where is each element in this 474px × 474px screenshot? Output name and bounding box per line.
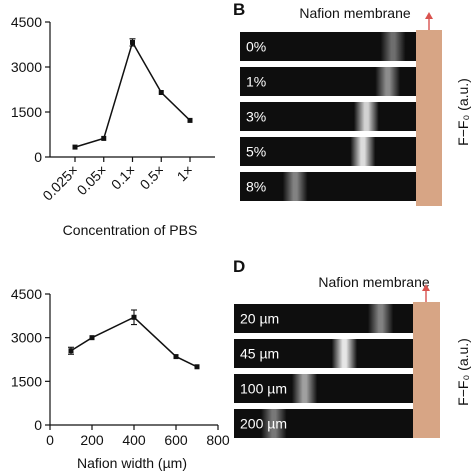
chart-nafion-width: 0 1500 3000 4500 0 200 400 600 800 Nafion width… bbox=[11, 286, 230, 471]
x-tick-label: 200 bbox=[80, 432, 104, 448]
strip-label: 0% bbox=[246, 39, 266, 55]
series-line bbox=[74, 40, 191, 148]
y-tick-label: 3000 bbox=[11, 59, 42, 75]
panel-letter-d: D bbox=[233, 257, 245, 276]
strip-label: 200 µm bbox=[240, 416, 287, 432]
strip-label: 100 µm bbox=[240, 381, 287, 397]
nafion-membrane bbox=[413, 302, 440, 438]
panel-b-fluorescence-strips: B Nafion membrane 0% 1% 3% 5% 8% F−F₀ (a.u.) bbox=[233, 0, 471, 206]
data-point bbox=[89, 335, 95, 341]
x-tick-label: 0.1× bbox=[108, 162, 139, 193]
data-point bbox=[158, 90, 164, 95]
fluorescence-strip bbox=[240, 32, 418, 61]
x-tick-label: 0.025× bbox=[39, 162, 81, 204]
data-point bbox=[194, 364, 200, 370]
strip-label: 45 µm bbox=[240, 346, 279, 362]
x-axis-label: Concentration of PBS bbox=[63, 222, 198, 238]
membrane-arrow bbox=[425, 12, 433, 31]
y-tick-label: 4500 bbox=[11, 14, 42, 30]
strip-label: 8% bbox=[246, 179, 266, 195]
intensity-axis-label: F−F₀ (a.u.) bbox=[455, 338, 471, 406]
data-point bbox=[68, 348, 74, 354]
data-point bbox=[187, 117, 193, 123]
data-point bbox=[130, 39, 135, 45]
nafion-membrane bbox=[416, 30, 442, 206]
strip-label: 1% bbox=[246, 74, 266, 90]
x-tick-label: 0.05× bbox=[73, 162, 109, 198]
strip-label: 3% bbox=[246, 109, 266, 125]
data-point bbox=[131, 314, 137, 320]
strip-group: 0% 1% 3% 5% 8% bbox=[240, 32, 418, 201]
chart-pbs-concentration: 0 1500 3000 4500 0.025×0.05×0.1×0.5× 1× Conc… bbox=[11, 14, 215, 238]
x-tick-label: 600 bbox=[164, 432, 188, 448]
data-point bbox=[173, 354, 179, 360]
panel-d-fluorescence-strips: D Nafion membrane 20 µm 45 µm 100 µm 200 µm… bbox=[233, 257, 471, 438]
fluorescence-strip bbox=[234, 304, 415, 333]
membrane-arrow bbox=[422, 284, 430, 303]
x-ticks: 0 200 400 600 800 bbox=[46, 425, 230, 448]
x-tick-label: 1× bbox=[174, 162, 197, 185]
y-tick-label: 3000 bbox=[11, 330, 42, 346]
fluorescence-strip bbox=[234, 374, 415, 403]
x-ticks: 0.025×0.05×0.1×0.5× 1× bbox=[39, 157, 196, 204]
fluorescence-strip bbox=[240, 172, 418, 201]
strip-label: 20 µm bbox=[240, 311, 279, 327]
x-tick-label: 0 bbox=[46, 432, 54, 448]
strip-label: 5% bbox=[246, 144, 266, 160]
y-tick-label: 0 bbox=[34, 417, 42, 433]
y-tick-label: 0 bbox=[34, 149, 42, 165]
fluorescence-strip bbox=[240, 67, 418, 96]
data-point bbox=[101, 135, 107, 141]
x-axis-label: Nafion width (µm) bbox=[77, 455, 187, 471]
y-tick-label: 4500 bbox=[11, 286, 42, 302]
fluorescence-strip bbox=[240, 137, 418, 166]
intensity-axis-label: F−F₀ (a.u.) bbox=[455, 78, 471, 146]
fluorescence-strip bbox=[234, 409, 415, 438]
strip-group: 20 µm 45 µm 100 µm 200 µm bbox=[234, 304, 415, 438]
data-points bbox=[68, 314, 200, 370]
y-tick-label: 1500 bbox=[11, 373, 42, 389]
fluorescence-strip bbox=[234, 339, 415, 368]
data-points bbox=[72, 39, 193, 150]
fluorescence-strip bbox=[240, 102, 418, 131]
x-tick-label: 800 bbox=[206, 432, 230, 448]
y-tick-label: 1500 bbox=[11, 104, 42, 120]
x-tick-label: 400 bbox=[122, 432, 146, 448]
membrane-label: Nafion membrane bbox=[299, 5, 410, 21]
y-ticks: 0 1500 3000 4500 bbox=[11, 286, 50, 433]
panel-letter-b: B bbox=[233, 0, 245, 19]
x-tick-label: 0.5× bbox=[137, 162, 168, 193]
data-point bbox=[72, 144, 78, 150]
membrane-label: Nafion membrane bbox=[318, 274, 429, 290]
y-ticks: 0 1500 3000 4500 bbox=[11, 14, 50, 165]
